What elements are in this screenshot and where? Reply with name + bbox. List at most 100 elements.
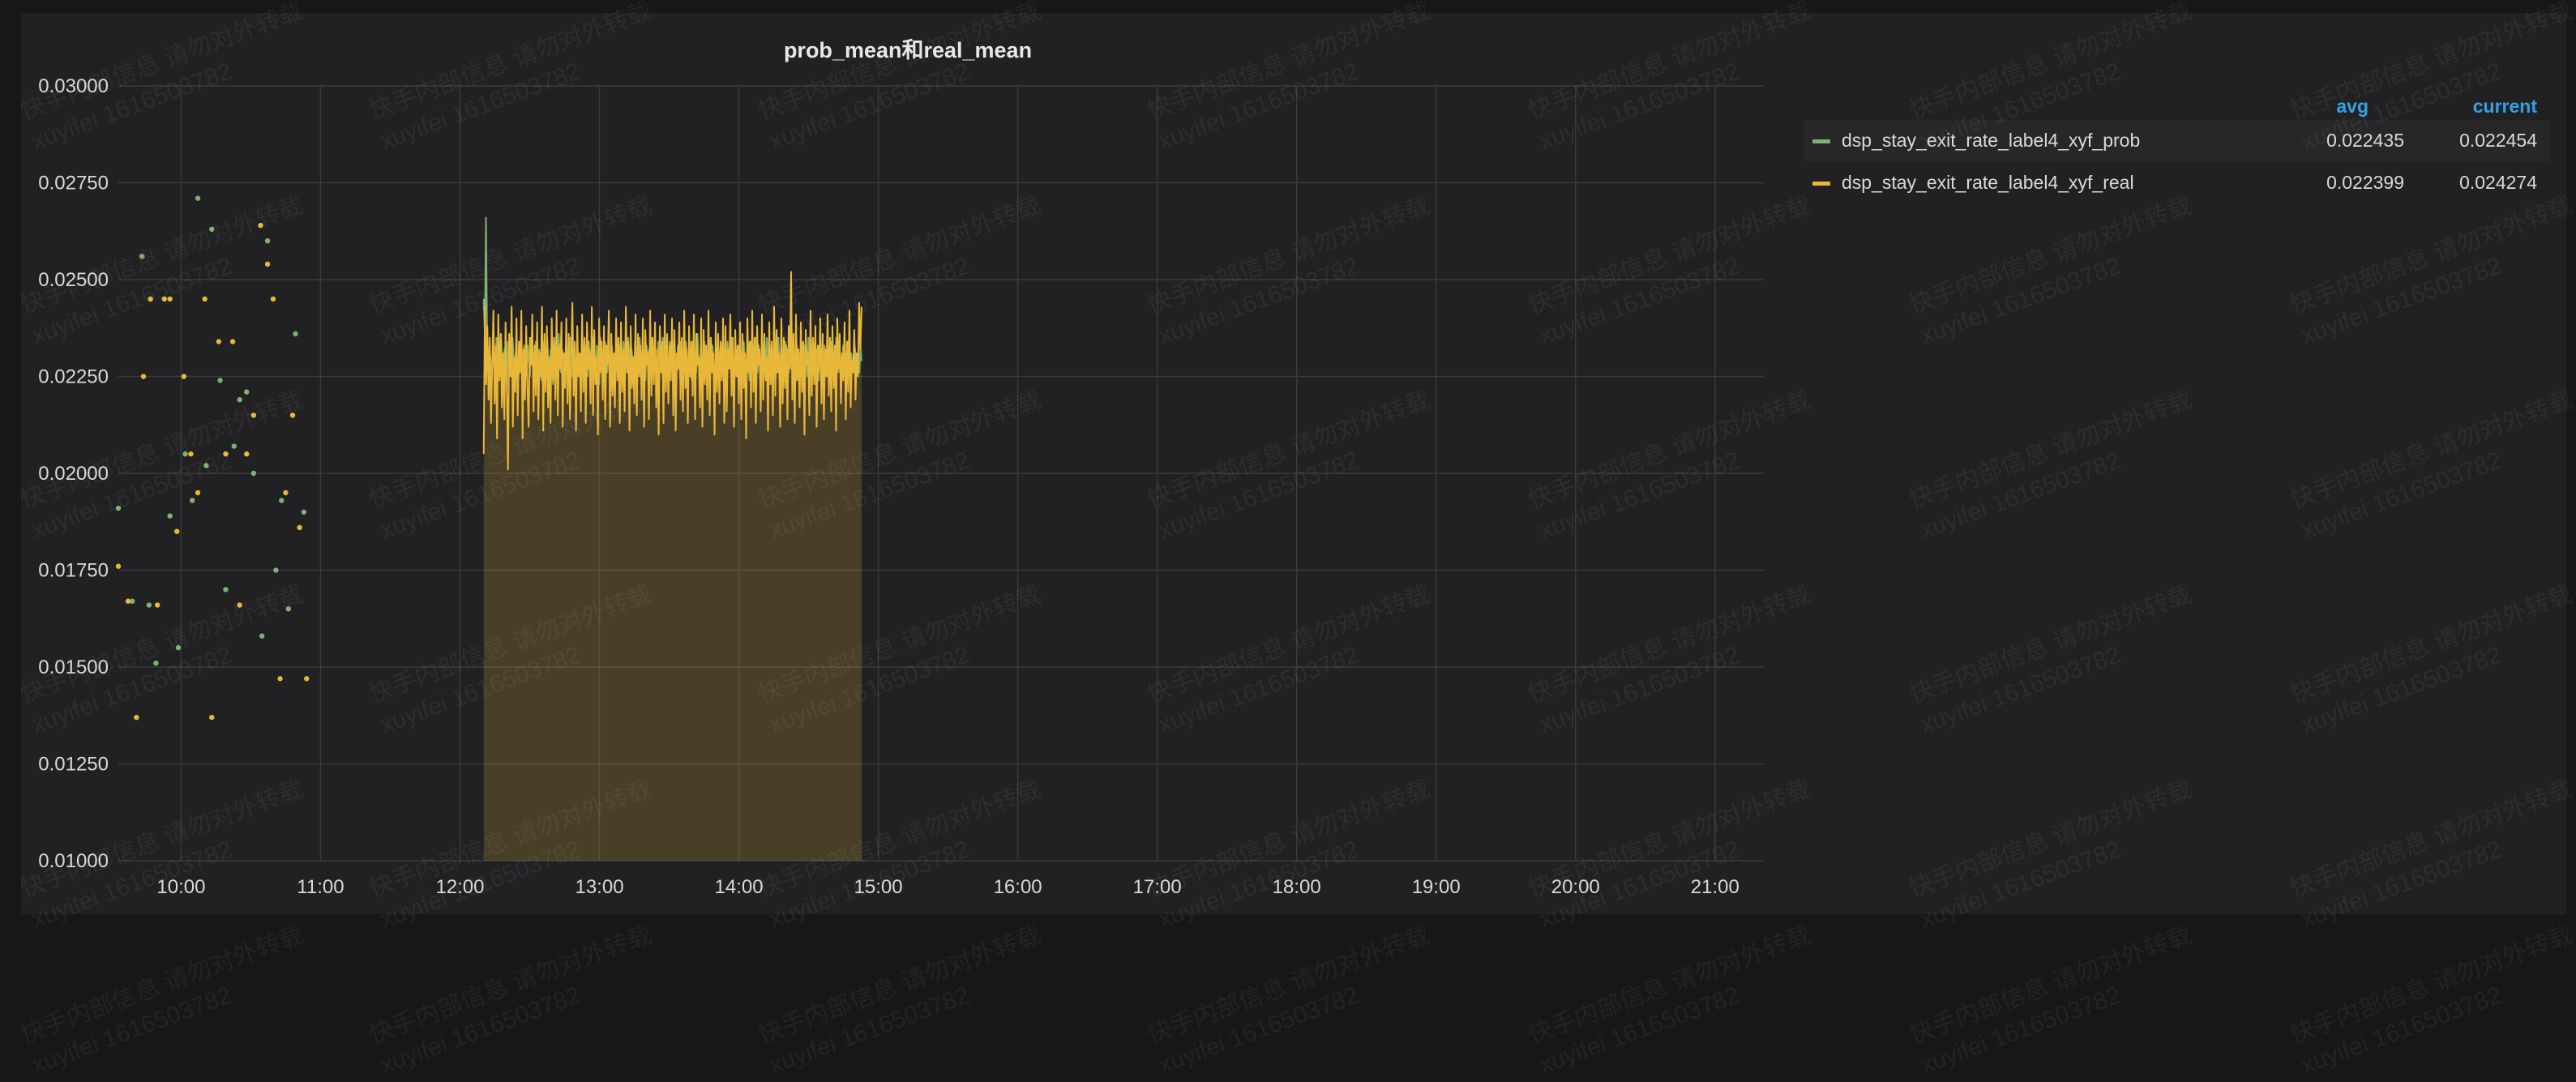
y-tick-label: 0.02500: [38, 269, 109, 291]
y-tick-label: 0.03000: [38, 75, 109, 97]
y-tick-label: 0.01000: [38, 850, 109, 872]
series-point[interactable]: [244, 451, 250, 457]
series-point[interactable]: [216, 339, 222, 344]
series-point[interactable]: [250, 413, 257, 418]
series-point[interactable]: [148, 296, 153, 302]
series-point[interactable]: [139, 254, 145, 259]
series-point[interactable]: [167, 513, 173, 519]
x-tick-label: 21:00: [1691, 876, 1739, 898]
y-tick-label: 0.01250: [38, 754, 109, 776]
series-point[interactable]: [258, 222, 263, 229]
y-axis: 0.01000 0.01250 0.01500 0.01750 0.02000 0.022…: [38, 75, 109, 872]
watermark-text: 快手内部信息 请勿对外转载 xuyifei 1616503782: [1906, 921, 2196, 1080]
x-tick-label: 12:00: [435, 876, 484, 898]
series-point[interactable]: [154, 602, 160, 608]
series-point[interactable]: [134, 714, 139, 721]
series-point[interactable]: [279, 498, 285, 503]
series-point[interactable]: [304, 676, 310, 682]
y-tick-label: 0.02000: [38, 463, 109, 485]
series-point[interactable]: [209, 226, 215, 233]
series-point[interactable]: [167, 296, 173, 302]
x-tick-label: 15:00: [854, 876, 903, 898]
series-point[interactable]: [293, 331, 298, 337]
series-point[interactable]: [202, 296, 208, 302]
x-axis: 10:00 11:00 12:00 13:00 14:00 15:00 16:00 17:00…: [156, 876, 1739, 898]
series-point[interactable]: [174, 528, 180, 534]
series-point[interactable]: [231, 443, 237, 449]
watermark-text: 快手内部信息 请勿对外转载 xuyifei 1616503782: [1144, 921, 1434, 1080]
legend-row-real[interactable]: dsp_stay_exit_rate_label4_xyf_real 0.022…: [1804, 162, 2550, 204]
x-tick-label: 10:00: [156, 876, 205, 898]
series-point[interactable]: [217, 378, 223, 383]
x-tick-label: 19:00: [1412, 876, 1461, 898]
watermark-text: 快手内部信息 请勿对外转载 xuyifei 1616503782: [17, 921, 307, 1080]
series-color-swatch[interactable]: [1812, 139, 1830, 143]
legend-avg-value: 0.022435: [2326, 130, 2404, 151]
series-point[interactable]: [115, 505, 122, 511]
series-point[interactable]: [130, 598, 135, 604]
series-point[interactable]: [181, 374, 187, 379]
x-tick-label: 18:00: [1273, 876, 1321, 898]
series-point[interactable]: [125, 598, 131, 604]
legend-series-name[interactable]: dsp_stay_exit_rate_label4_xyf_prob: [1842, 130, 2141, 151]
watermark-text: 快手内部信息 请勿对外转载 xuyifei 1616503782: [1525, 921, 1815, 1080]
series-point[interactable]: [264, 238, 271, 244]
series-point[interactable]: [285, 606, 292, 612]
graph-panel: prob_mean和real_mean 0.01000 0.01250 0.0150…: [21, 13, 2566, 914]
legend-header: avg current: [1804, 91, 2550, 120]
series-point[interactable]: [153, 661, 159, 666]
x-tick-label: 13:00: [575, 876, 623, 898]
series-point[interactable]: [237, 396, 242, 403]
watermark-text: 快手内部信息 请勿对外转载 xuyifei 1616503782: [755, 921, 1045, 1080]
series-point[interactable]: [259, 633, 265, 639]
time-series-chart[interactable]: 0.01000 0.01250 0.01500 0.01750 0.02000 0.022…: [21, 13, 1796, 914]
series-point[interactable]: [301, 509, 307, 515]
series-point[interactable]: [223, 587, 229, 592]
series-point[interactable]: [250, 470, 257, 477]
y-tick-label: 0.02250: [38, 366, 109, 388]
series-point[interactable]: [244, 389, 250, 395]
series-point[interactable]: [277, 676, 283, 682]
series-point[interactable]: [175, 644, 182, 651]
x-tick-label: 16:00: [994, 876, 1042, 898]
panel-title[interactable]: prob_mean和real_mean: [783, 38, 1033, 62]
series-point[interactable]: [182, 451, 188, 457]
series-line-layer: [482, 216, 862, 471]
series-point[interactable]: [115, 563, 122, 569]
series-point[interactable]: [195, 490, 201, 496]
chart-grid: [118, 85, 1764, 862]
series-point[interactable]: [146, 602, 152, 608]
x-tick-label: 14:00: [715, 876, 764, 898]
series-point[interactable]: [161, 296, 167, 302]
legend-current-value: 0.024274: [2459, 172, 2537, 193]
x-tick-label: 11:00: [297, 876, 344, 898]
legend-series-name[interactable]: dsp_stay_exit_rate_label4_xyf_real: [1842, 172, 2134, 193]
series-point[interactable]: [223, 451, 229, 457]
y-tick-label: 0.01750: [38, 560, 109, 582]
x-tick-label: 20:00: [1551, 876, 1600, 898]
series-point[interactable]: [270, 296, 276, 302]
x-tick-label: 17:00: [1133, 876, 1182, 898]
legend-row-prob[interactable]: dsp_stay_exit_rate_label4_xyf_prob 0.022…: [1804, 120, 2550, 162]
series-point-layer: [115, 195, 310, 721]
series-color-swatch[interactable]: [1812, 182, 1830, 186]
legend-avg-header[interactable]: avg: [2336, 96, 2368, 117]
watermark-text: 快手内部信息 请勿对外转载 xuyifei 1616503782: [366, 921, 656, 1080]
series-point[interactable]: [140, 374, 147, 379]
series-point[interactable]: [229, 339, 236, 344]
series-point[interactable]: [289, 413, 296, 418]
series-point[interactable]: [273, 567, 279, 573]
series-point[interactable]: [195, 195, 201, 201]
series-line[interactable]: [482, 271, 862, 471]
series-point[interactable]: [297, 524, 302, 531]
legend-current-header[interactable]: current: [2472, 96, 2537, 117]
series-point[interactable]: [283, 490, 289, 496]
series-point[interactable]: [189, 498, 195, 503]
series-point[interactable]: [209, 714, 215, 721]
y-tick-label: 0.02750: [38, 173, 109, 195]
series-point[interactable]: [203, 463, 209, 468]
series-point[interactable]: [264, 261, 271, 267]
watermark-text: 快手内部信息 请勿对外转载 xuyifei 1616503782: [2287, 921, 2576, 1080]
series-point[interactable]: [188, 451, 194, 457]
series-point[interactable]: [237, 602, 242, 608]
